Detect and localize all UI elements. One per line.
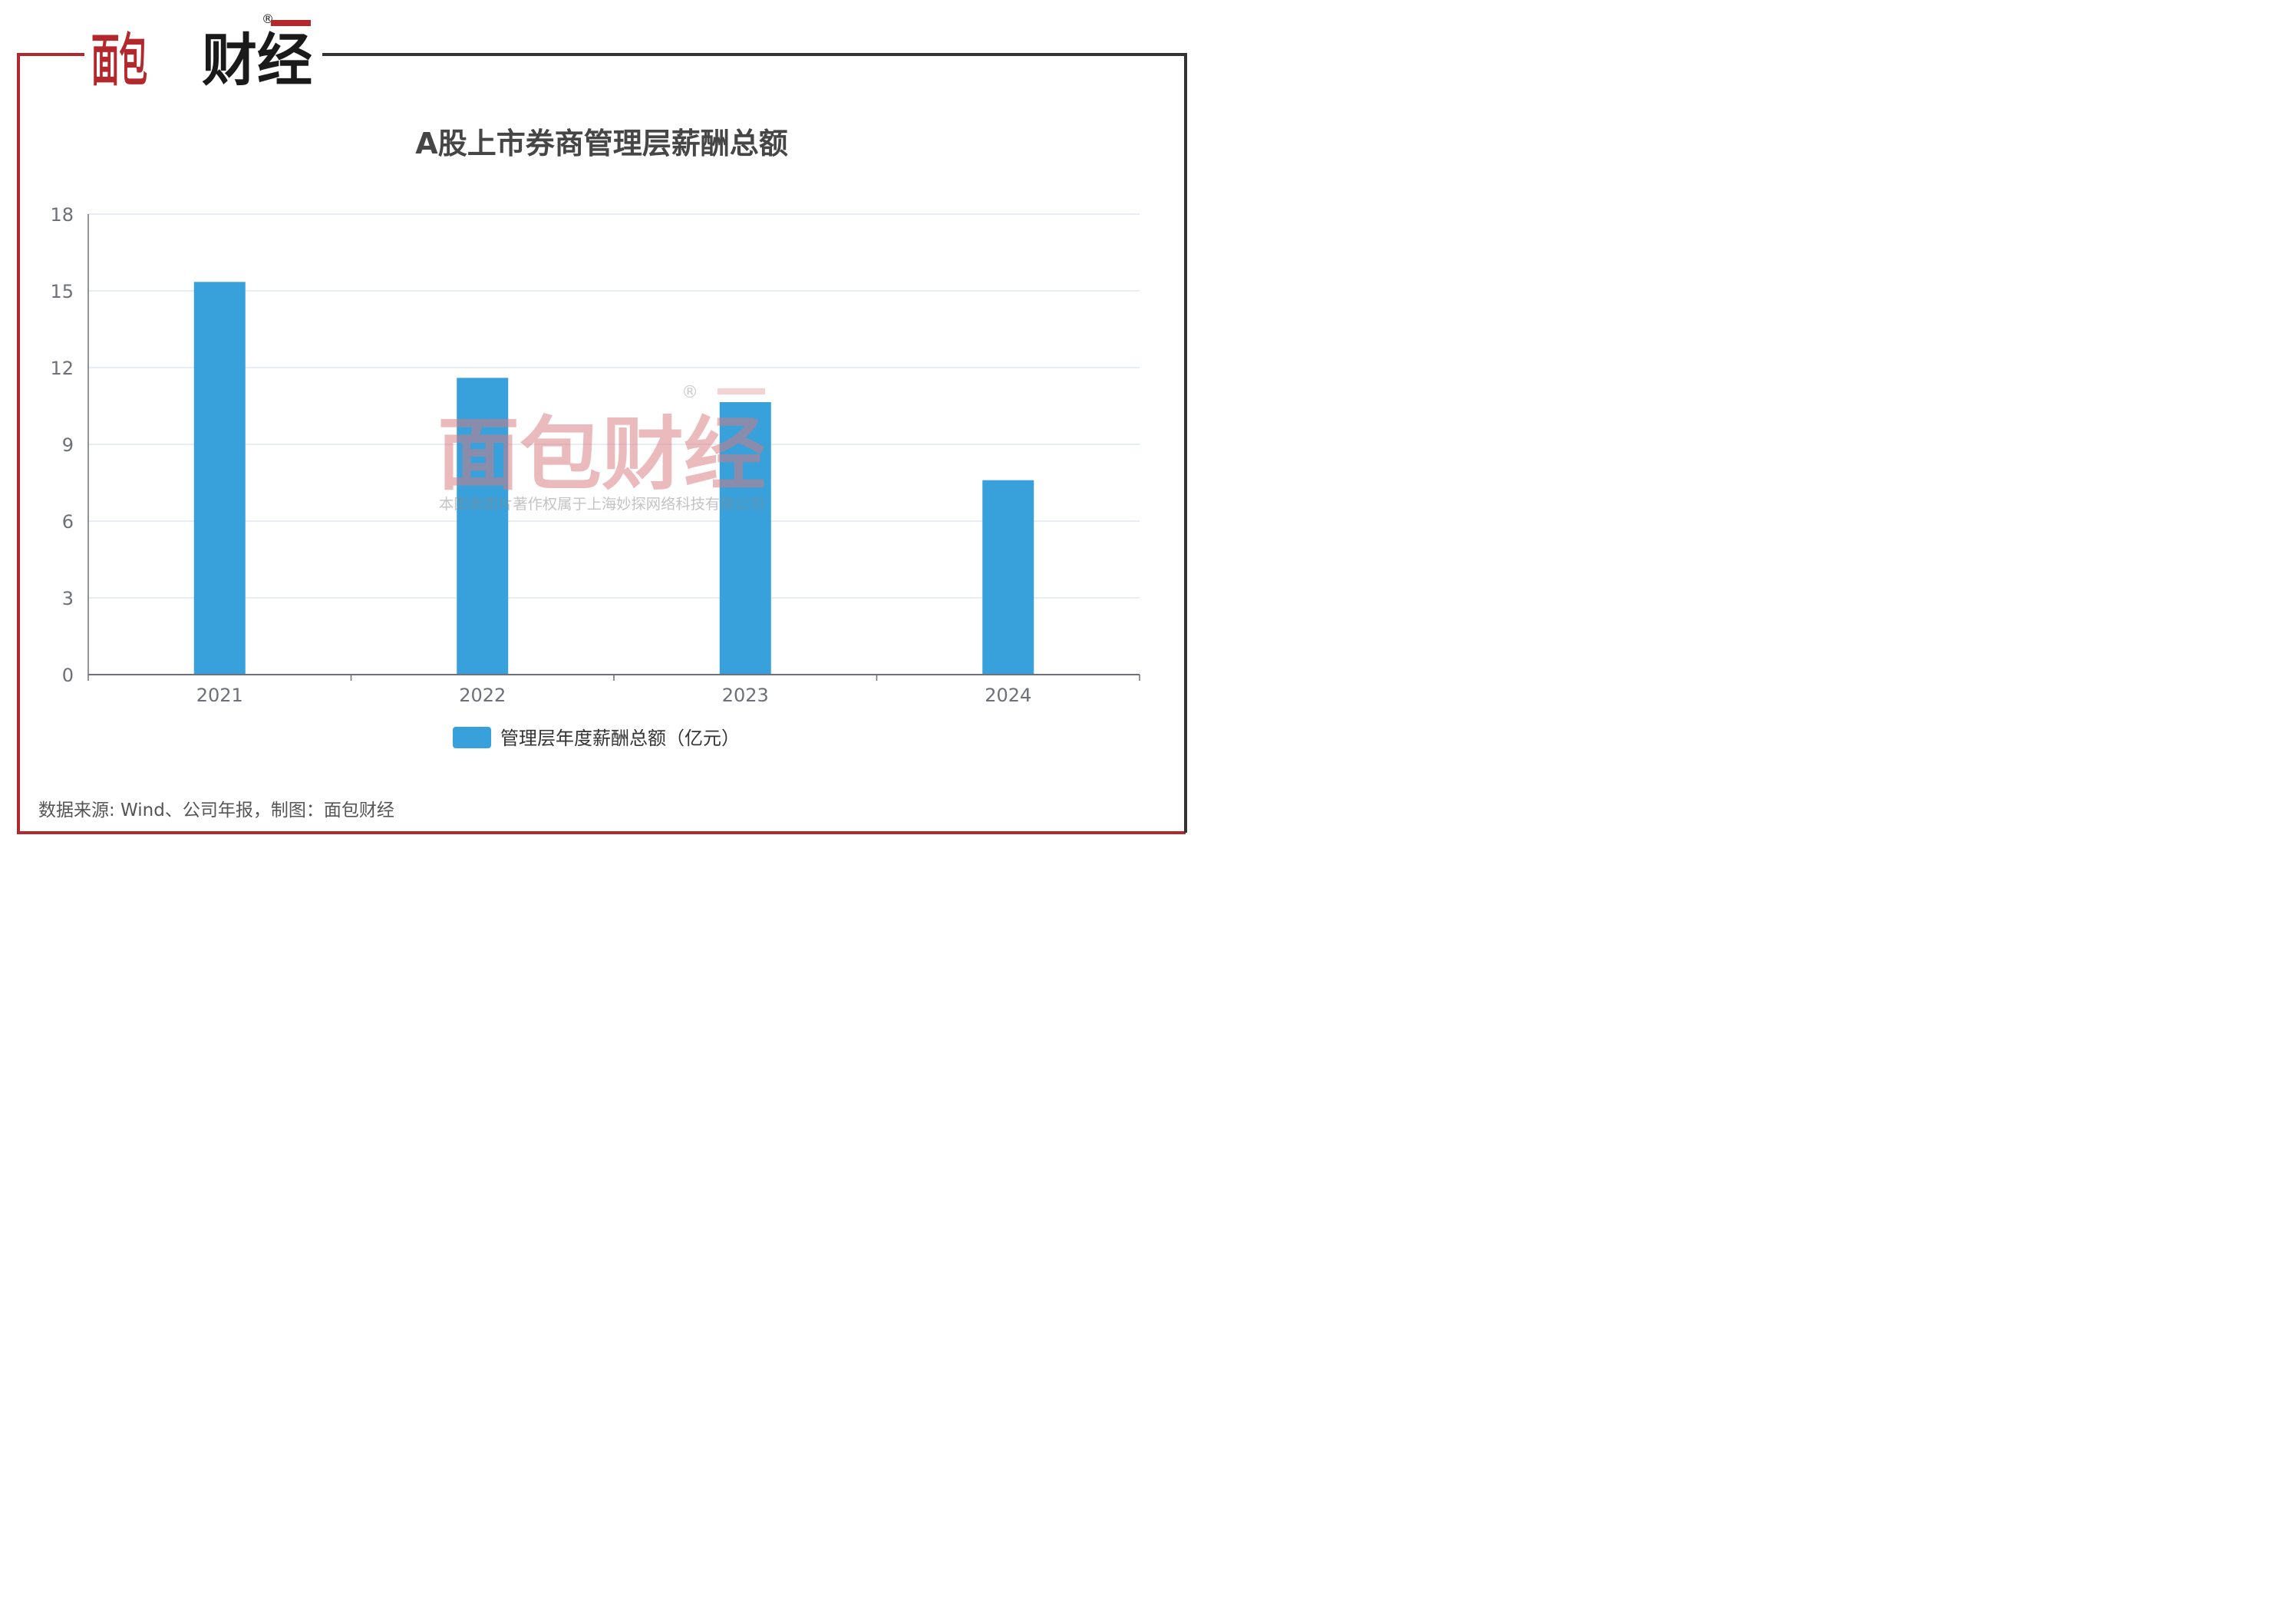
y-tick-label: 9 xyxy=(62,434,74,456)
brand-logo: ® 面包财经 面包财经 xyxy=(88,12,318,86)
x-tick-label: 2023 xyxy=(722,685,769,706)
legend-label: 管理层年度薪酬总额（亿元） xyxy=(500,728,740,749)
x-tick-label: 2024 xyxy=(985,685,1031,706)
x-tick-label: 2022 xyxy=(459,685,506,706)
gridlines xyxy=(88,213,1140,599)
bar xyxy=(982,480,1034,675)
y-tick-label: 15 xyxy=(50,281,74,302)
watermark-registered-mark: ® xyxy=(681,383,698,402)
data-source-note: 数据来源: Wind、公司年报，制图：面包财经 xyxy=(38,800,394,820)
x-axis-tick-labels: 2021 2022 2023 2024 xyxy=(196,685,1032,706)
y-tick-label: 6 xyxy=(62,511,74,533)
watermark-accent-bar xyxy=(718,388,765,394)
frame-border xyxy=(17,53,1187,834)
y-axis-tick-labels: 0 3 6 9 12 15 18 xyxy=(50,204,74,686)
brand-logo-accent-bar xyxy=(271,20,311,26)
chart-title: A股上市券商管理层薪酬总额 xyxy=(415,127,787,160)
bars xyxy=(193,282,1034,675)
watermark-logo-text: 面包财经 xyxy=(437,408,766,501)
frame-red-segment xyxy=(17,53,1186,834)
y-tick-label: 18 xyxy=(50,204,74,226)
frame-dark-segment xyxy=(322,53,1187,833)
y-tick-label: 12 xyxy=(50,358,74,379)
legend: 管理层年度薪酬总额（亿元） xyxy=(453,727,740,749)
watermark-copyright: 本图表图片著作权属于上海妙探网络科技有限公司 xyxy=(439,496,764,513)
legend-swatch xyxy=(453,727,491,748)
watermark: ® 面包财经 本图表图片著作权属于上海妙探网络科技有限公司 xyxy=(437,383,766,513)
x-tick-label: 2021 xyxy=(196,685,243,706)
bar xyxy=(193,282,246,675)
axes xyxy=(87,214,1140,681)
y-tick-label: 0 xyxy=(62,665,74,686)
bar xyxy=(457,378,509,675)
y-tick-label: 3 xyxy=(62,588,74,609)
bar xyxy=(719,402,771,675)
